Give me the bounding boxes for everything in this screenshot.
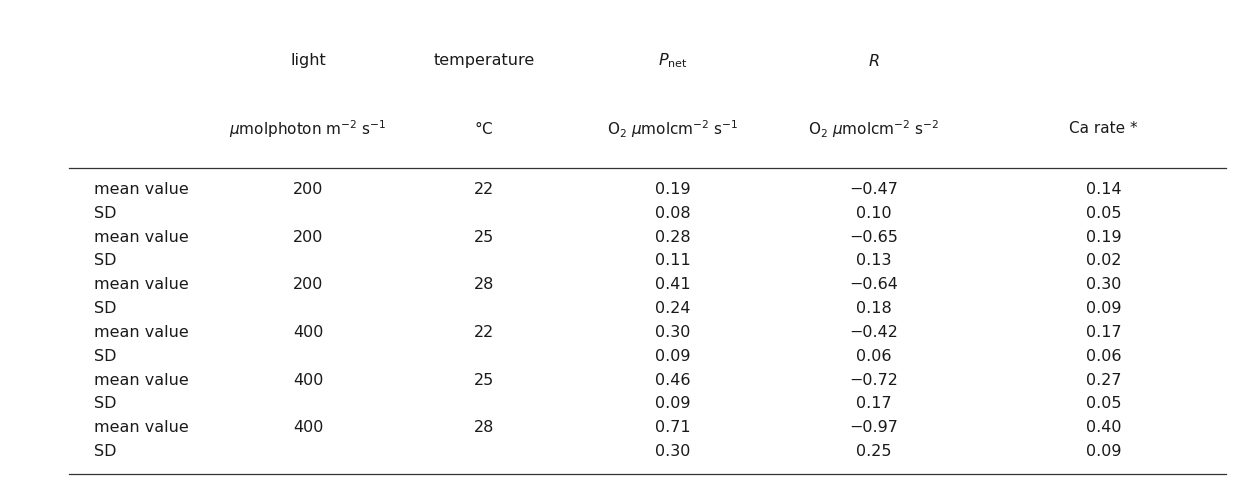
Text: 22: 22 (474, 325, 494, 340)
Text: 0.19: 0.19 (655, 182, 690, 197)
Text: 0.06: 0.06 (856, 349, 891, 364)
Text: 0.18: 0.18 (856, 301, 891, 316)
Text: 25: 25 (474, 230, 494, 244)
Text: 0.14: 0.14 (1086, 182, 1121, 197)
Text: O$_2$ $\mu$molcm$^{-2}$ s$^{-2}$: O$_2$ $\mu$molcm$^{-2}$ s$^{-2}$ (808, 118, 939, 139)
Text: mean value: mean value (94, 373, 189, 387)
Text: 200: 200 (293, 278, 323, 292)
Text: 0.40: 0.40 (1086, 420, 1121, 435)
Text: 0.19: 0.19 (1086, 230, 1121, 244)
Text: −0.72: −0.72 (850, 373, 897, 387)
Text: 0.11: 0.11 (655, 254, 690, 268)
Text: 400: 400 (293, 325, 323, 340)
Text: 0.09: 0.09 (655, 349, 690, 364)
Text: SD: SD (94, 301, 117, 316)
Text: 0.05: 0.05 (1086, 397, 1121, 411)
Text: 0.09: 0.09 (655, 397, 690, 411)
Text: $\mathit{R}$: $\mathit{R}$ (867, 53, 880, 69)
Text: 0.08: 0.08 (655, 206, 690, 221)
Text: 0.41: 0.41 (655, 278, 690, 292)
Text: mean value: mean value (94, 278, 189, 292)
Text: 0.25: 0.25 (856, 444, 891, 459)
Text: 0.24: 0.24 (655, 301, 690, 316)
Text: 0.71: 0.71 (655, 420, 690, 435)
Text: 400: 400 (293, 420, 323, 435)
Text: −0.97: −0.97 (850, 420, 897, 435)
Text: mean value: mean value (94, 230, 189, 244)
Text: 0.06: 0.06 (1086, 349, 1121, 364)
Text: −0.42: −0.42 (850, 325, 897, 340)
Text: mean value: mean value (94, 420, 189, 435)
Text: 0.02: 0.02 (1086, 254, 1121, 268)
Text: 22: 22 (474, 182, 494, 197)
Text: 0.13: 0.13 (856, 254, 891, 268)
Text: 400: 400 (293, 373, 323, 387)
Text: −0.47: −0.47 (850, 182, 897, 197)
Text: $\mathit{P}_\mathregular{net}$: $\mathit{P}_\mathregular{net}$ (657, 52, 688, 70)
Text: −0.65: −0.65 (850, 230, 897, 244)
Text: 200: 200 (293, 182, 323, 197)
Text: 0.17: 0.17 (1086, 325, 1121, 340)
Text: mean value: mean value (94, 182, 189, 197)
Text: 0.30: 0.30 (1086, 278, 1121, 292)
Text: 25: 25 (474, 373, 494, 387)
Text: SD: SD (94, 444, 117, 459)
Text: O$_2$ $\mu$molcm$^{-2}$ s$^{-1}$: O$_2$ $\mu$molcm$^{-2}$ s$^{-1}$ (607, 118, 738, 139)
Text: 0.05: 0.05 (1086, 206, 1121, 221)
Text: 0.27: 0.27 (1086, 373, 1121, 387)
Text: 0.10: 0.10 (856, 206, 891, 221)
Text: 28: 28 (474, 420, 494, 435)
Text: $\mu$molphoton m$^{-2}$ s$^{-1}$: $\mu$molphoton m$^{-2}$ s$^{-1}$ (229, 118, 387, 139)
Text: SD: SD (94, 254, 117, 268)
Text: 0.09: 0.09 (1086, 444, 1121, 459)
Text: 0.30: 0.30 (655, 325, 690, 340)
Text: 0.09: 0.09 (1086, 301, 1121, 316)
Text: −0.64: −0.64 (850, 278, 897, 292)
Text: 0.28: 0.28 (655, 230, 690, 244)
Text: 0.30: 0.30 (655, 444, 690, 459)
Text: light: light (290, 53, 326, 68)
Text: 0.17: 0.17 (856, 397, 891, 411)
Text: $\degree$C: $\degree$C (474, 121, 494, 137)
Text: 28: 28 (474, 278, 494, 292)
Text: SD: SD (94, 206, 117, 221)
Text: 200: 200 (293, 230, 323, 244)
Text: SD: SD (94, 349, 117, 364)
Text: mean value: mean value (94, 325, 189, 340)
Text: 0.46: 0.46 (655, 373, 690, 387)
Text: SD: SD (94, 397, 117, 411)
Text: Ca rate *: Ca rate * (1070, 122, 1138, 136)
Text: temperature: temperature (434, 53, 534, 68)
